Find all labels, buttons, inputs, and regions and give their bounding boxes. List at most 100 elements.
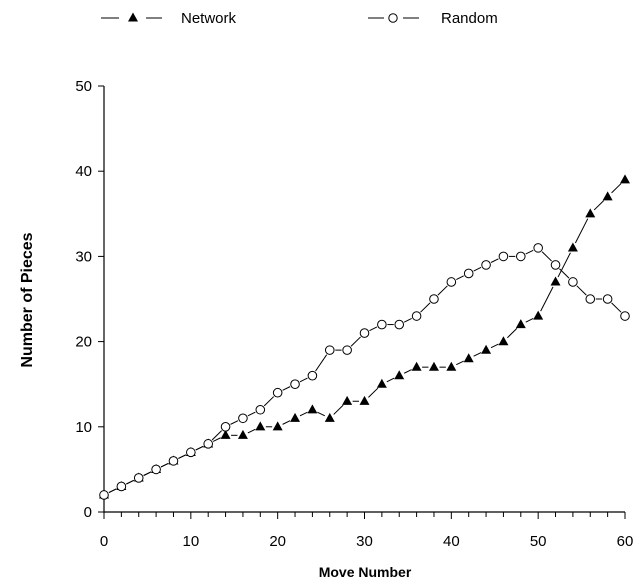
x-tick-label: 50	[530, 533, 547, 550]
x-tick-label: 20	[269, 533, 286, 550]
network-point	[324, 412, 335, 422]
network-line-segment	[507, 328, 518, 339]
random-line-segment	[315, 354, 328, 372]
legend: Network Random	[101, 10, 498, 27]
network-point	[446, 361, 457, 371]
random-point	[498, 251, 509, 262]
random-line-segment	[299, 377, 308, 383]
network-point	[498, 336, 509, 346]
random-line-segment	[178, 454, 187, 459]
x-tick-label: 40	[443, 533, 460, 550]
random-point	[133, 473, 144, 483]
network-line-segment	[247, 428, 256, 434]
random-line-segment	[108, 488, 117, 493]
network-point	[220, 429, 231, 439]
random-line-segment	[559, 268, 570, 279]
random-point	[446, 277, 457, 287]
random-point	[272, 387, 283, 398]
network-line-segment	[282, 420, 291, 425]
random-line-segment	[403, 318, 412, 323]
network-point	[237, 429, 248, 439]
network-point	[307, 404, 318, 414]
random-point	[394, 319, 405, 330]
random-point	[481, 260, 491, 270]
network-line-segment	[540, 286, 554, 312]
network-line-segment	[299, 411, 308, 417]
network-point	[411, 361, 422, 371]
random-point	[429, 294, 439, 304]
network-point	[255, 421, 266, 431]
random-point	[533, 243, 543, 253]
random-line-segment	[490, 258, 499, 263]
network-point	[602, 191, 613, 201]
random-point	[307, 370, 318, 381]
random-point	[151, 464, 161, 475]
random-line-segment	[369, 326, 378, 332]
network-line-segment	[333, 404, 344, 415]
network-line-segment	[574, 218, 589, 244]
network-point	[515, 319, 526, 329]
series-random	[99, 243, 630, 500]
network-line-segment	[403, 369, 412, 374]
random-line-segment	[211, 430, 222, 441]
legend-item-random: Random	[368, 10, 498, 27]
network-line-segment	[611, 183, 622, 194]
network-point	[290, 412, 301, 422]
network-point	[620, 174, 630, 184]
random-line-segment	[247, 411, 256, 417]
y-tick-label: 30	[75, 248, 92, 265]
network-point	[376, 378, 387, 388]
network-point	[533, 310, 544, 320]
random-line-segment	[456, 275, 464, 280]
network-line-segment	[525, 318, 534, 323]
random-point	[168, 456, 179, 466]
network-line-segment	[368, 387, 379, 398]
network-line-segment	[473, 352, 482, 357]
random-point	[220, 422, 231, 432]
axes	[98, 85, 626, 519]
legend-network-label: Network	[181, 10, 237, 27]
random-point	[550, 260, 561, 270]
random-point	[377, 319, 387, 330]
network-point	[342, 395, 353, 405]
x-tick-label: 10	[182, 533, 199, 550]
random-line-segment	[195, 445, 204, 451]
x-tick-label: 30	[356, 533, 373, 550]
random-point	[186, 447, 196, 458]
random-point	[116, 481, 127, 492]
random-point	[411, 311, 422, 321]
network-line-segment	[490, 343, 499, 349]
random-line-segment	[263, 396, 275, 407]
y-tick-label: 20	[75, 334, 92, 351]
y-tick-label: 10	[75, 419, 92, 436]
network-point	[359, 395, 370, 405]
random-line-segment	[230, 420, 239, 425]
random-point	[516, 251, 526, 262]
random-point	[463, 268, 474, 279]
legend-random-label: Random	[441, 10, 498, 27]
random-point	[99, 490, 109, 500]
network-point	[567, 242, 578, 252]
random-line-segment	[541, 251, 552, 262]
random-point	[602, 294, 613, 304]
legend-network-triangle-icon	[128, 12, 138, 22]
y-tick-label: 0	[84, 504, 92, 521]
y-tick-label: 50	[75, 78, 92, 95]
network-point	[481, 344, 492, 354]
random-line-segment	[611, 302, 622, 313]
random-point	[290, 379, 300, 390]
random-line-segment	[350, 336, 361, 347]
random-line-segment	[143, 471, 152, 476]
random-line-segment	[126, 479, 135, 485]
network-point	[463, 353, 474, 363]
random-point	[342, 345, 352, 355]
random-line-segment	[473, 266, 482, 272]
random-line-segment	[420, 302, 431, 313]
network-point	[428, 361, 439, 371]
tick-labels: 0 10 20 30 40 50 0 10 20 30 40 50 60	[75, 78, 633, 550]
y-axis-title: Number of Pieces	[19, 232, 36, 367]
random-point	[324, 345, 335, 355]
network-point	[272, 421, 283, 431]
random-point	[255, 404, 266, 415]
